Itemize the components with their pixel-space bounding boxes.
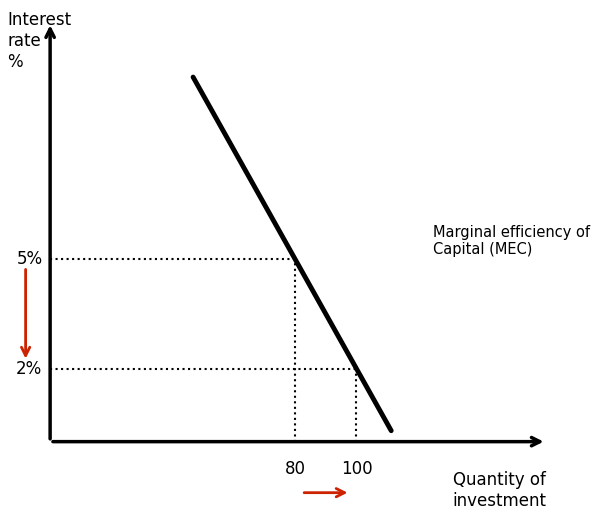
Text: Marginal efficiency of
Capital (MEC): Marginal efficiency of Capital (MEC) <box>433 225 590 257</box>
Text: 5%: 5% <box>17 251 43 268</box>
Text: Quantity of
investment: Quantity of investment <box>452 471 546 509</box>
Text: 2%: 2% <box>16 360 43 378</box>
Text: 80: 80 <box>285 460 306 478</box>
Text: 100: 100 <box>341 460 372 478</box>
Text: Interest
rate
%: Interest rate % <box>7 12 71 71</box>
